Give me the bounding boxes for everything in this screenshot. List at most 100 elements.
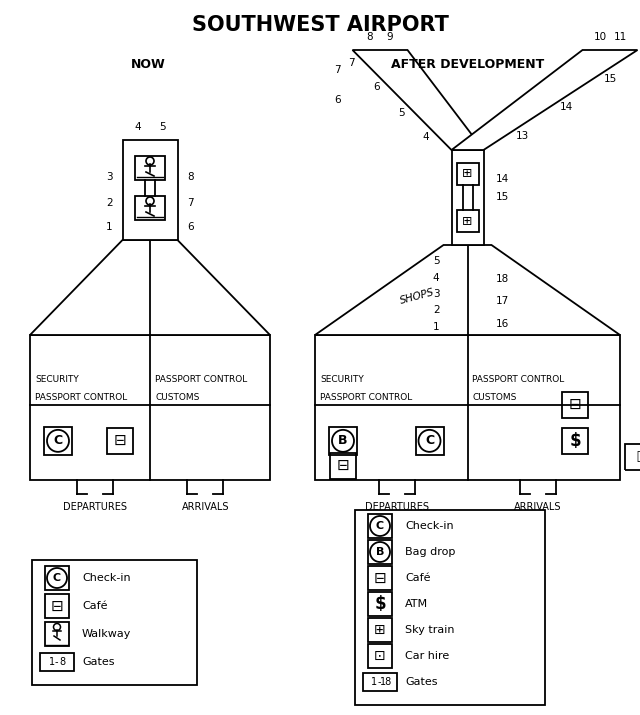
Text: 3: 3 (433, 289, 440, 299)
Bar (40, 653, 74, 671)
Bar (45, 622, 69, 646)
Text: B: B (339, 434, 348, 448)
Text: 8: 8 (188, 172, 194, 182)
Text: SOUTHWEST AIRPORT: SOUTHWEST AIRPORT (191, 15, 449, 35)
Text: 8: 8 (59, 657, 65, 667)
Text: DEPARTURES: DEPARTURES (365, 502, 429, 512)
Text: 8: 8 (367, 32, 373, 42)
Text: 15: 15 (604, 74, 617, 84)
Text: PASSPORT CONTROL: PASSPORT CONTROL (155, 375, 247, 385)
Polygon shape (30, 240, 270, 335)
Text: Walkway: Walkway (82, 629, 131, 639)
Text: Check-in: Check-in (405, 521, 454, 531)
Text: ⊟: ⊟ (337, 458, 349, 473)
Text: $: $ (374, 595, 386, 613)
Text: ARRIVALS: ARRIVALS (514, 502, 561, 512)
Text: 11: 11 (613, 32, 627, 42)
Text: ATM: ATM (405, 599, 428, 609)
Bar (329, 427, 357, 455)
Text: 6: 6 (188, 222, 194, 232)
Text: 4: 4 (422, 132, 429, 142)
Text: 7: 7 (334, 65, 340, 75)
Text: PASSPORT CONTROL: PASSPORT CONTROL (472, 375, 564, 385)
Text: 10: 10 (593, 32, 607, 42)
Bar (30, 335, 270, 480)
Text: ⊞: ⊞ (462, 214, 473, 228)
Bar (368, 566, 392, 590)
Bar (315, 335, 620, 480)
Text: 13: 13 (515, 131, 529, 141)
Text: ⊡: ⊡ (374, 649, 386, 663)
Bar (363, 673, 397, 691)
Polygon shape (315, 245, 620, 335)
Text: 7: 7 (348, 57, 355, 67)
Bar (135, 156, 165, 180)
Text: 4: 4 (433, 272, 440, 282)
Bar (451, 150, 483, 245)
Text: SECURITY: SECURITY (35, 375, 79, 385)
Bar (368, 540, 392, 564)
Bar (32, 560, 197, 685)
Text: 2: 2 (106, 197, 113, 207)
Text: Gates: Gates (82, 657, 115, 667)
Text: C: C (53, 434, 63, 448)
Text: C: C (53, 573, 61, 583)
Text: PASSPORT CONTROL: PASSPORT CONTROL (320, 393, 412, 402)
Text: B: B (376, 547, 384, 557)
Text: ⊟: ⊟ (374, 571, 387, 586)
Text: 16: 16 (495, 319, 509, 329)
Text: CUSTOMS: CUSTOMS (472, 393, 517, 402)
Bar (415, 427, 444, 455)
Text: $: $ (569, 432, 581, 450)
Text: ⊞: ⊞ (462, 167, 473, 180)
Text: SHOPS: SHOPS (399, 287, 436, 307)
Text: Check-in: Check-in (82, 573, 131, 583)
Text: Café: Café (405, 573, 431, 583)
Text: CUSTOMS: CUSTOMS (155, 393, 200, 402)
Text: Café: Café (82, 601, 108, 611)
Text: PASSPORT CONTROL: PASSPORT CONTROL (35, 393, 127, 402)
Text: Gates: Gates (405, 677, 438, 687)
Text: 1: 1 (371, 677, 377, 687)
Text: ARRIVALS: ARRIVALS (182, 502, 229, 512)
Bar (107, 428, 133, 454)
Bar (368, 644, 392, 668)
Text: 3: 3 (106, 172, 113, 182)
Bar (44, 427, 72, 455)
Bar (45, 566, 69, 590)
Text: ⊞: ⊞ (374, 623, 386, 637)
Text: Bag drop: Bag drop (405, 547, 456, 557)
Text: 1: 1 (433, 322, 440, 332)
Text: C: C (376, 521, 384, 531)
Polygon shape (353, 50, 483, 150)
Text: 7: 7 (188, 197, 194, 207)
Text: 14: 14 (559, 102, 573, 112)
Bar (625, 444, 640, 470)
Text: 18: 18 (495, 274, 509, 284)
Bar (45, 594, 69, 618)
Text: DEPARTURES: DEPARTURES (63, 502, 127, 512)
Text: 4: 4 (134, 122, 141, 132)
Text: 17: 17 (495, 296, 509, 306)
Text: 🚗: 🚗 (636, 450, 640, 463)
Text: -: - (377, 677, 381, 687)
Bar (330, 453, 356, 478)
Bar (368, 618, 392, 642)
Bar (355, 510, 545, 705)
Text: ⊟: ⊟ (51, 598, 63, 613)
Text: C: C (425, 434, 434, 448)
Text: 1: 1 (49, 657, 55, 667)
Text: 6: 6 (334, 95, 340, 105)
Bar (456, 163, 479, 184)
Text: 15: 15 (495, 192, 509, 202)
Text: ⊟: ⊟ (114, 433, 126, 448)
Text: AFTER DEVELOPMENT: AFTER DEVELOPMENT (392, 58, 545, 71)
Text: SECURITY: SECURITY (320, 375, 364, 385)
Bar (368, 514, 392, 538)
Bar (368, 592, 392, 616)
Polygon shape (451, 50, 637, 150)
Bar (562, 392, 588, 418)
Text: 6: 6 (373, 82, 380, 92)
Text: 18: 18 (380, 677, 392, 687)
Text: Sky train: Sky train (405, 625, 454, 635)
